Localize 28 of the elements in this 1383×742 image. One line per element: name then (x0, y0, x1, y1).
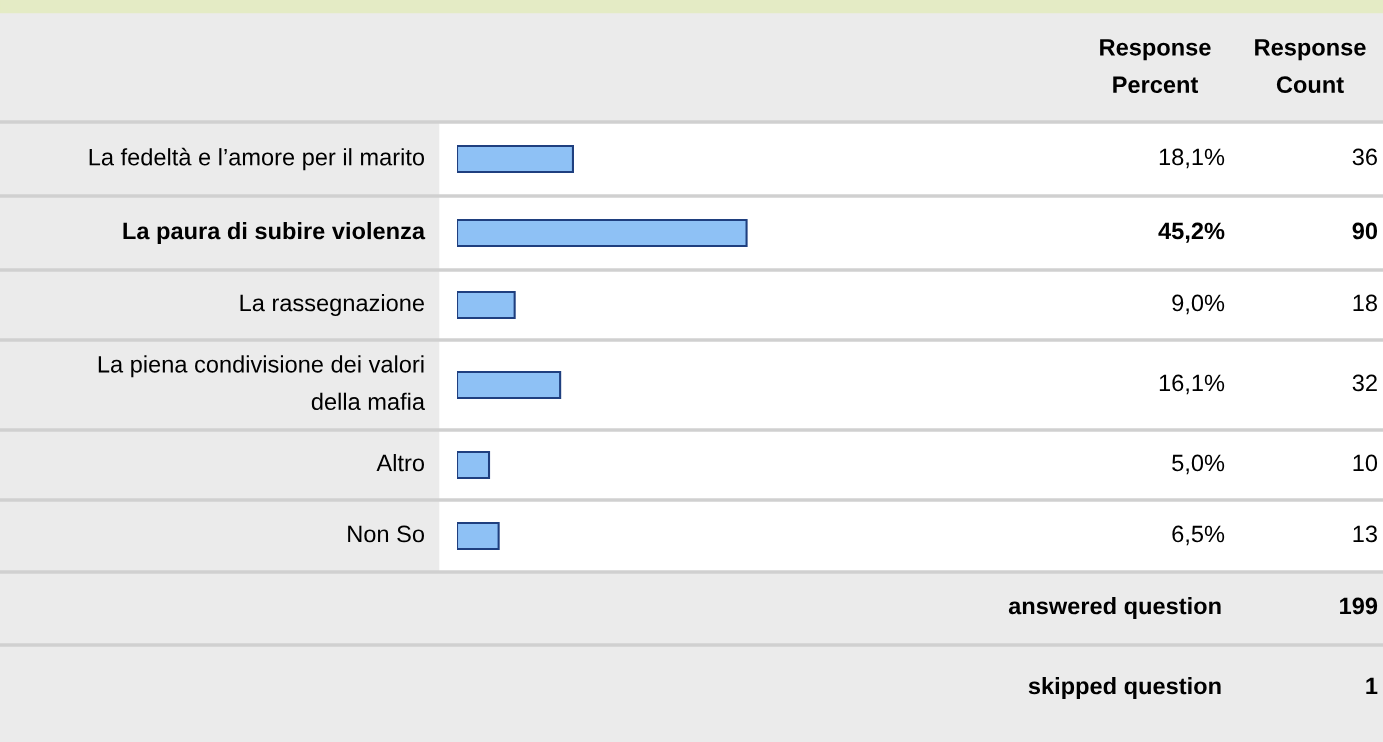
y-tick-label: La rassegnazione (240, 294, 424, 317)
text: skipped question (1028, 676, 1221, 700)
data-label: 6,5% (1172, 525, 1225, 546)
text: 1 (1366, 677, 1378, 695)
text: 36 (1352, 148, 1377, 166)
bar (457, 521, 500, 551)
data-label: 45,2% (1158, 222, 1225, 243)
text: Response Count (1255, 39, 1366, 94)
text: Response Percent (1100, 39, 1211, 94)
data-label: 5,0% (1172, 454, 1225, 475)
text: 18 (1353, 294, 1377, 312)
data-label: 16,1% (1159, 374, 1225, 395)
text: 90 (1352, 222, 1378, 240)
bar (457, 218, 748, 248)
y-tick-label: La paura di subire violenza (123, 222, 426, 245)
bar (457, 144, 574, 174)
y-tick-label: Altro (376, 454, 425, 472)
text: 32 (1352, 374, 1377, 392)
bar (457, 370, 562, 400)
y-tick-label: Non So (348, 525, 425, 543)
data-label: 9,0% (1172, 294, 1225, 315)
data-label: 18,1% (1159, 148, 1225, 169)
text: 199 (1340, 597, 1378, 615)
text: 13 (1353, 525, 1377, 543)
y-tick-label: La fedeltà e l’amore per il marito (89, 147, 425, 171)
y-tick-label: La piena condivisione dei valori della mafia (98, 355, 426, 411)
text: answered question (1008, 596, 1221, 620)
text: 10 (1353, 454, 1378, 472)
